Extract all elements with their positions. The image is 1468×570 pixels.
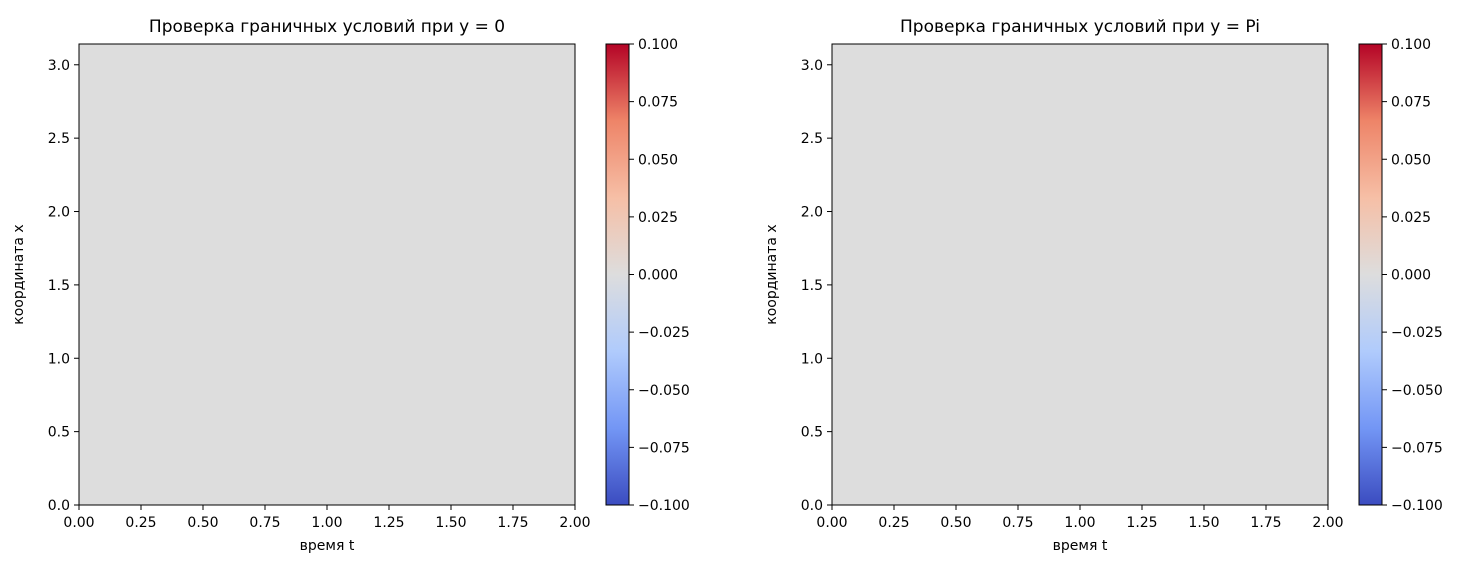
y-tick-label: 0.5 (801, 425, 823, 441)
x-tick-label: 2.00 (559, 515, 590, 531)
y-tick-label: 2.0 (48, 205, 70, 221)
x-axis-label: время t (300, 538, 355, 554)
x-tick-label: 1.75 (1250, 515, 1281, 531)
colorbar-tick-label: 0.075 (1391, 95, 1431, 111)
x-tick-label: 1.50 (1188, 515, 1219, 531)
colorbar-tick-label: 0.100 (638, 37, 678, 53)
x-axis-label: время t (1053, 538, 1108, 554)
heatmap-cell (832, 44, 1328, 505)
y-axis-label: координата x (11, 224, 27, 324)
colorbar-tick-label: 0.100 (1391, 37, 1431, 53)
x-tick-label: 1.50 (435, 515, 466, 531)
y-tick-label: 0.0 (48, 498, 70, 514)
colorbar-tick-label: −0.050 (638, 383, 690, 399)
y-tick-label: 1.5 (48, 278, 70, 294)
y-tick-label: 0.0 (801, 498, 823, 514)
y-tick-label: 2.0 (801, 205, 823, 221)
colorbar-tick-label: 0.050 (1391, 152, 1431, 168)
colorbar-tick-label: −0.025 (1391, 325, 1443, 341)
colorbar-tick-label: 0.025 (1391, 210, 1431, 226)
colorbar-tick-label: −0.100 (1391, 498, 1443, 514)
chart-title: Проверка граничных условий при y = Pi (900, 17, 1260, 37)
heatmap-cell (79, 44, 575, 505)
x-tick-label: 0.00 (63, 515, 94, 531)
x-tick-label: 0.75 (1002, 515, 1033, 531)
x-tick-label: 0.50 (187, 515, 218, 531)
colorbar-tick-label: 0.075 (638, 95, 678, 111)
y-tick-label: 3.0 (801, 58, 823, 74)
chart-panel-1: Проверка граничных условий при y = 00.00… (11, 17, 690, 554)
x-tick-label: 1.00 (1064, 515, 1095, 531)
x-tick-label: 1.00 (311, 515, 342, 531)
colorbar-tick-label: −0.100 (638, 498, 690, 514)
colorbar-tick-label: 0.000 (638, 268, 678, 284)
x-tick-label: 1.25 (373, 515, 404, 531)
x-tick-label: 1.25 (1126, 515, 1157, 531)
x-tick-label: 0.75 (249, 515, 280, 531)
colorbar-tick-label: 0.000 (1391, 268, 1431, 284)
colorbar (605, 43, 630, 506)
x-tick-label: 1.75 (497, 515, 528, 531)
colorbar-tick-label: −0.075 (638, 440, 690, 456)
x-tick-label: 0.50 (940, 515, 971, 531)
y-axis-label: координата x (764, 224, 780, 324)
x-tick-label: 0.00 (816, 515, 847, 531)
chart-panel-2: Проверка граничных условий при y = Pi 0.0… (764, 17, 1443, 554)
y-tick-label: 2.5 (48, 131, 70, 147)
y-tick-label: 2.5 (801, 131, 823, 147)
colorbar-tick-label: −0.050 (1391, 383, 1443, 399)
colorbar-tick-label: −0.025 (638, 325, 690, 341)
colorbar-tick-label: −0.075 (1391, 440, 1443, 456)
y-tick-label: 0.5 (48, 425, 70, 441)
x-tick-label: 0.25 (878, 515, 909, 531)
colorbar-tick-label: 0.050 (638, 152, 678, 168)
y-tick-label: 1.0 (48, 351, 70, 367)
y-tick-label: 1.0 (801, 351, 823, 367)
colorbar-tick-label: 0.025 (638, 210, 678, 226)
y-tick-label: 1.5 (801, 278, 823, 294)
x-tick-label: 0.25 (125, 515, 156, 531)
chart-title: Проверка граничных условий при y = 0 (149, 17, 505, 37)
x-tick-label: 2.00 (1312, 515, 1343, 531)
colorbar (1358, 43, 1383, 506)
y-tick-label: 3.0 (48, 58, 70, 74)
